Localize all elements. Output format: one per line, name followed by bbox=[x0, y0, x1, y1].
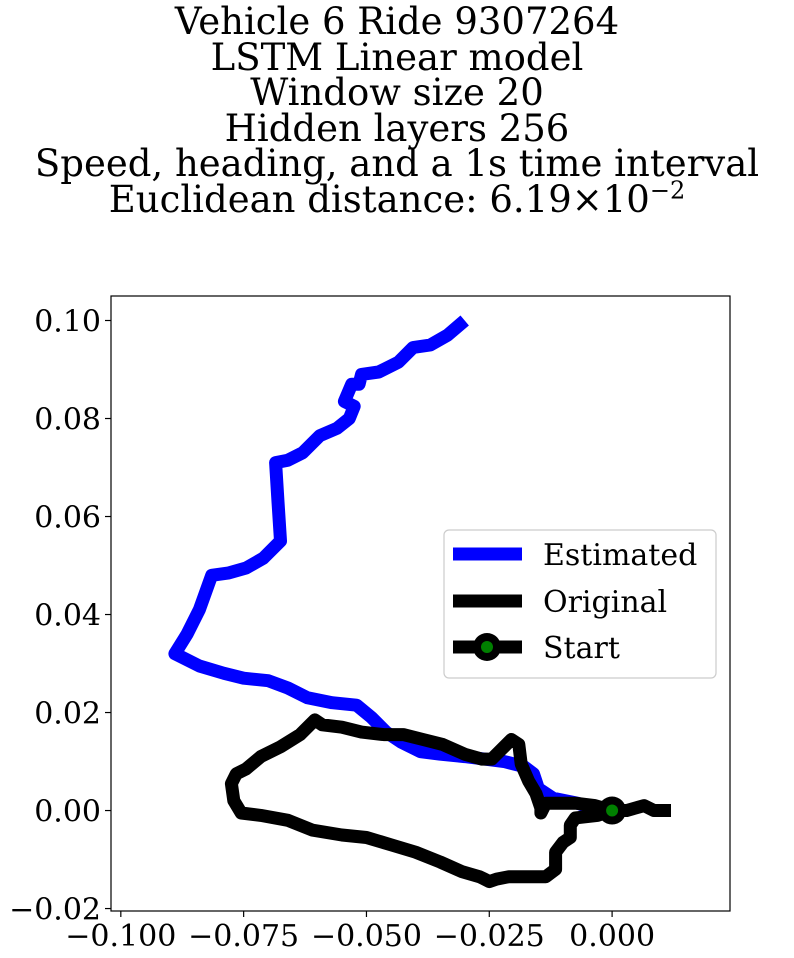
title-line-distance: Euclidean distance: 6.19×10−2 bbox=[0, 178, 794, 217]
legend: Estimated Original Start bbox=[443, 529, 717, 679]
x-tick-label: −0.075 bbox=[188, 919, 299, 954]
legend-estimated-label: Estimated bbox=[543, 538, 697, 573]
distance-label: Euclidean distance: 6.19×10 bbox=[108, 177, 650, 221]
x-tick-label: −0.025 bbox=[434, 919, 545, 954]
distance-exponent: −2 bbox=[649, 176, 686, 205]
x-tick-label: −0.100 bbox=[65, 919, 176, 954]
start-marker-inner bbox=[606, 804, 619, 817]
y-axis: −0.02 0.00 0.02 0.04 0.06 0.08 0.10 bbox=[9, 305, 111, 928]
legend-start-marker-inner bbox=[481, 641, 493, 653]
y-tick-label: 0.06 bbox=[34, 501, 101, 536]
axes-frame bbox=[110, 295, 731, 912]
y-tick-label: 0.08 bbox=[34, 403, 101, 438]
y-tick-label: 0.04 bbox=[34, 599, 101, 634]
plot-area bbox=[168, 315, 671, 889]
x-axis: −0.100 −0.075 −0.050 −0.025 0.000 bbox=[65, 911, 655, 954]
y-tick-label: 0.00 bbox=[34, 795, 101, 830]
x-tick-label: 0.000 bbox=[569, 919, 655, 954]
y-tick-label: 0.02 bbox=[34, 697, 101, 732]
title-line-model: LSTM Linear model bbox=[210, 35, 584, 79]
title-line-hidden: Hidden layers 256 bbox=[224, 106, 570, 150]
y-tick-label: −0.02 bbox=[9, 893, 101, 928]
x-tick-label: −0.050 bbox=[311, 919, 422, 954]
title-line-window: Window size 20 bbox=[250, 71, 544, 114]
title-line-features: Speed, heading, and a 1s time interval bbox=[34, 142, 760, 185]
legend-start-label: Start bbox=[543, 631, 620, 666]
title-line-vehicle: Vehicle 6 Ride 9307264 bbox=[174, 0, 620, 43]
y-tick-label: 0.10 bbox=[34, 305, 101, 340]
series-original-line bbox=[224, 713, 671, 889]
legend-original-label: Original bbox=[543, 585, 667, 620]
chart-title: Vehicle 6 Ride 9307264 LSTM Linear model… bbox=[0, 0, 794, 217]
